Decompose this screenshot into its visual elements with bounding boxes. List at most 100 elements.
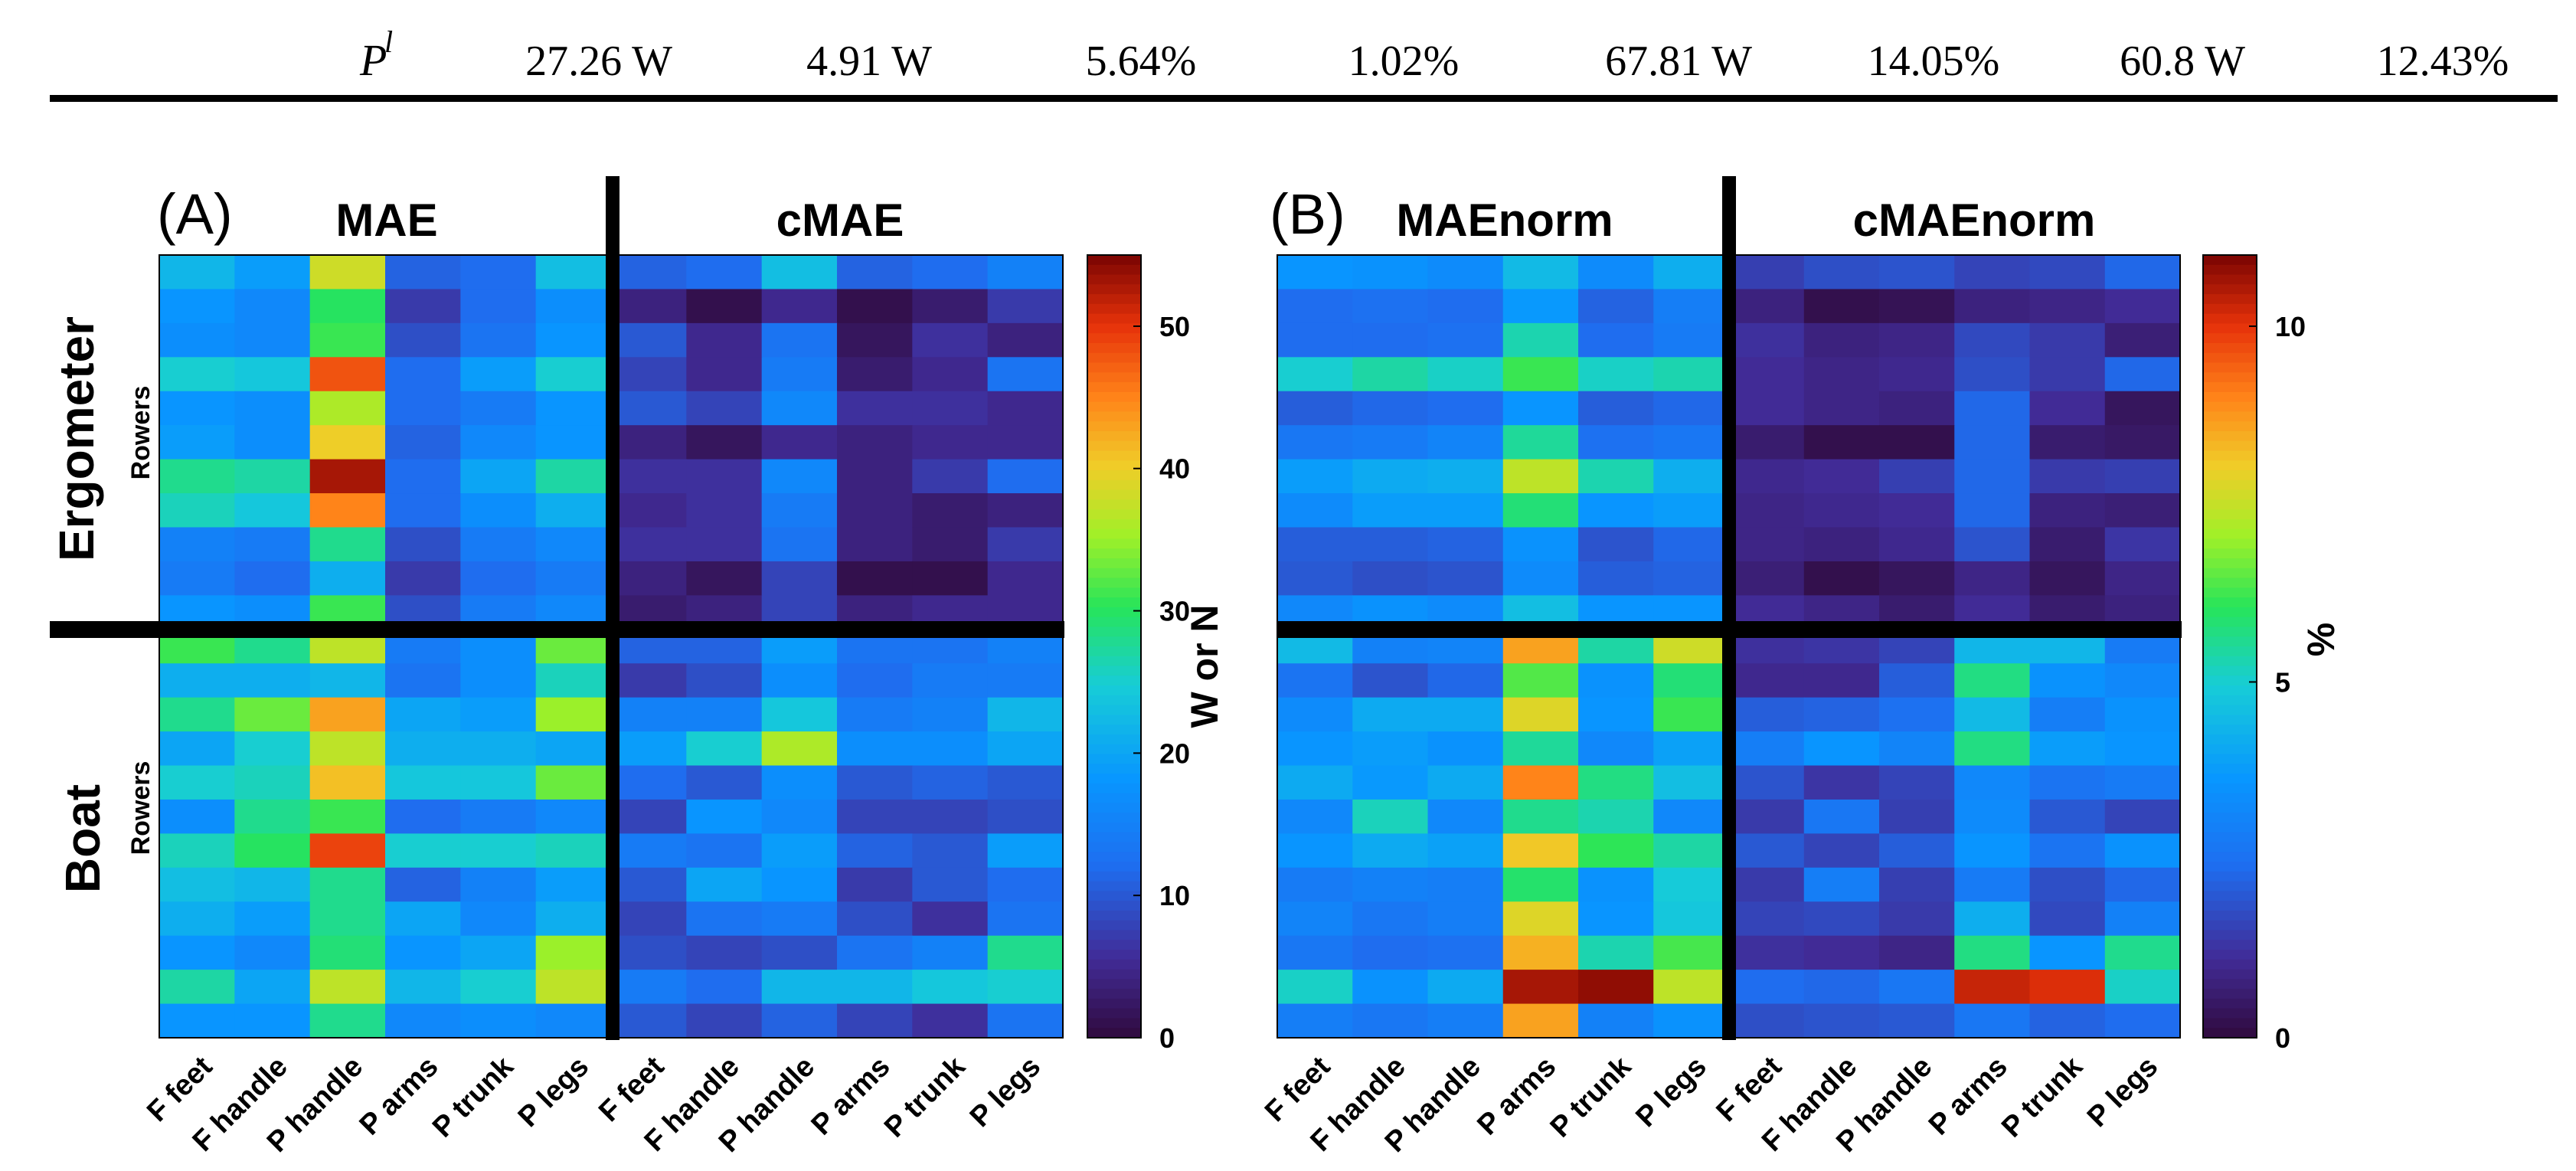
heatmap-cell (987, 867, 1064, 903)
heatmap-cell (1803, 970, 1880, 1005)
heatmap-cell (1803, 459, 1880, 494)
heatmap-cell (1803, 425, 1880, 460)
heatmap-cell (1653, 935, 1730, 970)
heatmap-cell (1427, 391, 1504, 426)
colorbar-segment (2203, 920, 2257, 931)
heatmap-cell (385, 697, 462, 732)
heatmap-cell (1502, 255, 1579, 290)
heatmap-cell (1653, 527, 1730, 562)
colorbar-segment (2203, 382, 2257, 393)
heatmap-cell (1879, 322, 1956, 358)
heatmap-cell (1502, 731, 1579, 767)
colorbar-segment (1087, 901, 1141, 911)
heatmap-cell (1879, 561, 1956, 597)
heatmap-cell (460, 731, 537, 767)
heatmap-cell (159, 459, 236, 494)
heatmap-cell (1578, 901, 1655, 937)
heatmap-cell (1578, 391, 1655, 426)
colorbar-segment (2203, 372, 2257, 383)
panel-a-label: (A) (157, 182, 233, 246)
heatmap-cell (761, 357, 838, 392)
heatmap-cell (460, 663, 537, 698)
heatmap-cell (159, 561, 236, 597)
panel-b-title-left: MAEnorm (1396, 195, 1613, 246)
heatmap-cell (1277, 1003, 1354, 1039)
heatmap-cell (1728, 459, 1805, 494)
heatmap-cell (159, 663, 236, 698)
heatmap-cell (686, 901, 763, 937)
heatmap-cell (1578, 935, 1655, 970)
heatmap-cell (385, 493, 462, 528)
heatmap-cell (309, 1003, 386, 1039)
colorbar-segment (1087, 499, 1141, 510)
heatmap-cell (1653, 561, 1730, 597)
heatmap-cell (159, 322, 236, 358)
heatmap-cell (1653, 357, 1730, 392)
heatmap-cell (460, 765, 537, 800)
table-cell: 14.05% (1868, 38, 2000, 85)
heatmap-cell (159, 935, 236, 970)
heatmap-cell (1352, 765, 1429, 800)
heatmap-cell (837, 561, 914, 597)
colorbar-segment (2203, 930, 2257, 941)
heatmap-cell (234, 561, 311, 597)
heatmap-cell (1277, 357, 1354, 392)
heatmap-cell (1954, 663, 2031, 698)
heatmap-cell (987, 289, 1064, 324)
colorbar-segment (1087, 793, 1141, 804)
heatmap-cell (234, 322, 311, 358)
heatmap-cell (385, 799, 462, 835)
colorbar-segment (2203, 274, 2257, 286)
heatmap-cell (1427, 833, 1504, 868)
heatmap-cell (1728, 255, 1805, 290)
colorbar-segment (2203, 479, 2257, 491)
heatmap-cell (1277, 527, 1354, 562)
colorbar-segment (1087, 548, 1141, 559)
heatmap-cell (535, 255, 612, 290)
heatmap-cell (1502, 561, 1579, 597)
heatmap-cell (385, 765, 462, 800)
heatmap-cell (686, 765, 763, 800)
heatmap-cell (159, 867, 236, 903)
colorbar-segment (1087, 421, 1141, 432)
heatmap-cell (1954, 833, 2031, 868)
heatmap-cell (460, 289, 537, 324)
colorbar-segment (1087, 577, 1141, 589)
heatmap-cell (1427, 970, 1504, 1005)
heatmap-cell (837, 799, 914, 835)
heatmap-cell (1427, 663, 1504, 698)
colorbar-segment (2203, 989, 2257, 999)
heatmap-cell (987, 765, 1064, 800)
heatmap-cell (611, 357, 688, 392)
heatmap-cell (1502, 833, 1579, 868)
colorbar-segment (1087, 450, 1141, 462)
heatmap-cell (2104, 255, 2181, 290)
heatmap-cell (1502, 935, 1579, 970)
heatmap-cell (1277, 459, 1354, 494)
heatmap-cell (1427, 289, 1504, 324)
heatmap-cell (234, 459, 311, 494)
heatmap-cell (2104, 867, 2181, 903)
heatmap-cell (234, 493, 311, 528)
colorbar-segment (2203, 313, 2257, 325)
colorbar-segment (2203, 862, 2257, 872)
colorbar-segment (1087, 822, 1141, 833)
heatmap-cell (159, 391, 236, 426)
heatmap-cell (1803, 765, 1880, 800)
heatmap-cell (1728, 765, 1805, 800)
heatmap-cell (686, 970, 763, 1005)
heatmap-cell (1879, 765, 1956, 800)
heatmap-cell (460, 425, 537, 460)
heatmap-cell (1352, 697, 1429, 732)
heatmap-cell (1352, 289, 1429, 324)
heatmap-cell (535, 561, 612, 597)
heatmap-cell (385, 970, 462, 1005)
heatmap-cell (234, 425, 311, 460)
colorbar-segment (1087, 558, 1141, 569)
heatmap-cell (987, 970, 1064, 1005)
colorbar-segment (2203, 675, 2257, 686)
heatmap-cell (1352, 731, 1429, 767)
heatmap-cell (2104, 527, 2181, 562)
colorbar-segment (1087, 411, 1141, 422)
